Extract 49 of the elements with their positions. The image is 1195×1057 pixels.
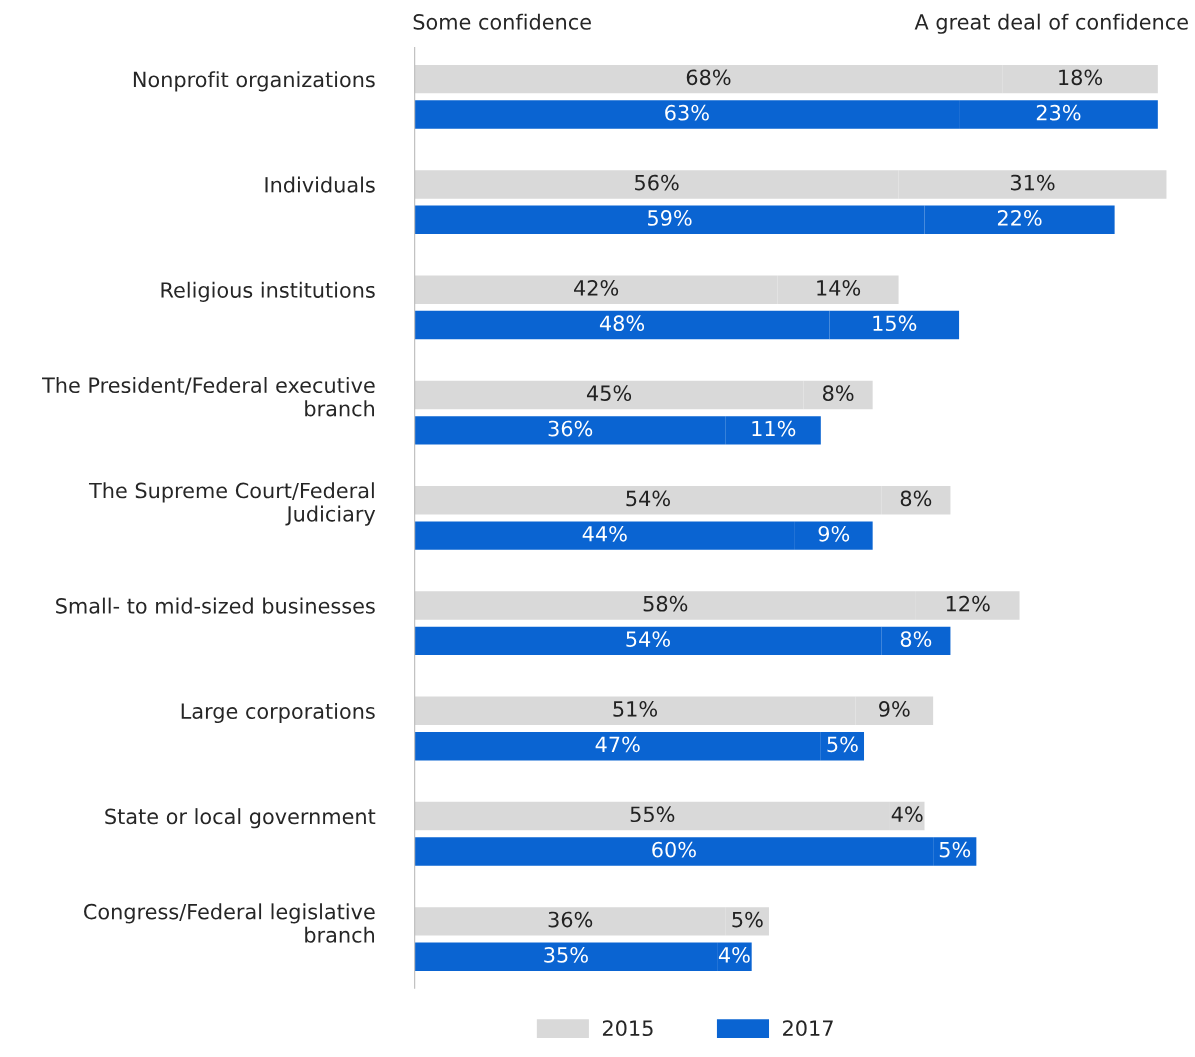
data-label: 47% [595, 736, 640, 753]
data-label: 35% [544, 947, 588, 963]
data-label: 55% [630, 806, 675, 823]
data-label: 15% [873, 315, 917, 332]
y-tick-label: The President/Federal executive branch [42, 376, 375, 417]
y-tick-label: The Supreme Court/Federal Judiciary [88, 482, 376, 526]
y-tick-label: State or local government [105, 808, 376, 829]
data-label: 4% [718, 947, 750, 963]
data-label: 4% [891, 806, 923, 823]
data-label: 11% [752, 420, 796, 437]
text: A great deal of confidence [914, 13, 1188, 34]
data-label: 9% [879, 701, 910, 717]
data-label: 9% [818, 525, 850, 542]
data-label: 44% [582, 525, 627, 542]
data-label: 22% [997, 210, 1042, 226]
data-label: 14% [817, 279, 861, 296]
data-label: 5% [939, 841, 971, 858]
data-label: 56% [635, 174, 679, 191]
data-label: 8% [822, 385, 854, 402]
data-label: 5% [732, 911, 763, 928]
data-label: 42% [574, 279, 619, 296]
data-label: 45% [586, 385, 632, 402]
data-label: 63% [665, 104, 709, 121]
data-label: 36% [548, 911, 593, 928]
y-tick-label: Congress/Federal legislative branch [84, 903, 375, 943]
data-label: 18% [1059, 69, 1103, 86]
y-tick-label: Large corporations [181, 702, 375, 724]
data-label: 8% [900, 490, 932, 507]
legend-label: 2017 [783, 1020, 833, 1037]
text: Some confidence [413, 13, 591, 30]
data-label: 54% [626, 631, 670, 647]
data-label: 23% [1036, 104, 1081, 121]
y-tick-label: Small- to mid-sized businesses [56, 597, 375, 614]
y-tick-label: Nonprofit organizations [133, 71, 375, 92]
y-tick-label: Religious institutions [161, 281, 375, 302]
data-label: 8% [900, 631, 932, 647]
legend-label: 2015 [602, 1020, 653, 1037]
data-label: 51% [613, 701, 658, 717]
data-label: 12% [946, 595, 990, 612]
data-label: 60% [652, 841, 696, 858]
data-label: 31% [1010, 174, 1055, 191]
data-label: 5% [827, 736, 858, 753]
data-label: 68% [686, 69, 731, 86]
data-label: 48% [599, 315, 645, 332]
data-label: 58% [643, 595, 688, 612]
y-tick-label: Individuals [265, 176, 375, 193]
data-label: 59% [648, 210, 692, 226]
data-label: 54% [626, 490, 670, 507]
data-label: 36% [548, 420, 593, 437]
